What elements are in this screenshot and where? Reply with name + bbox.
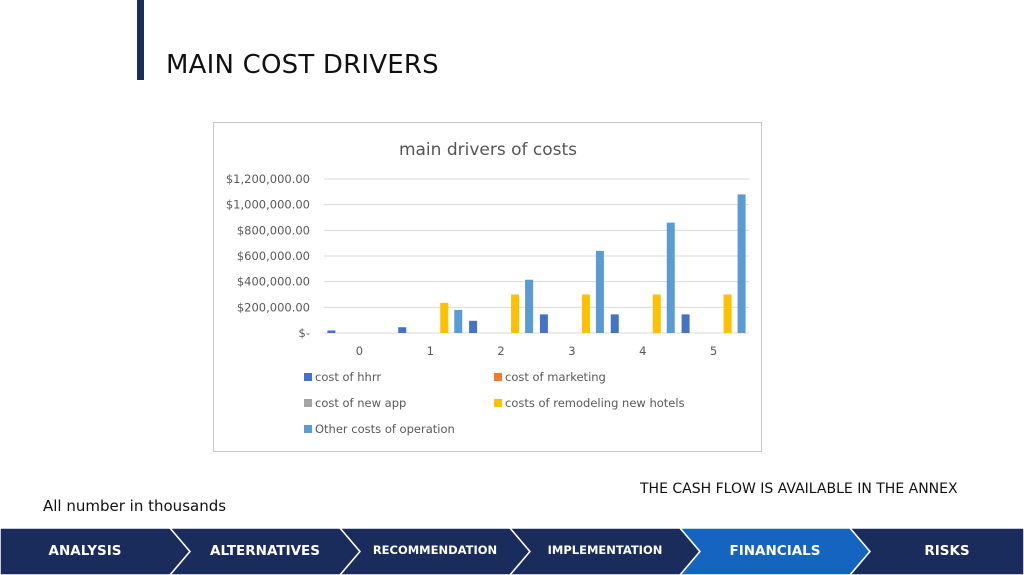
nav-tab-financials[interactable]: FINANCIALS: [729, 543, 821, 559]
nav-background: [0, 528, 1024, 575]
y-tick-label: $400,000.00: [237, 275, 310, 289]
legend-swatch: [304, 373, 312, 381]
nav-tab-alternatives[interactable]: ALTERNATIVES: [210, 543, 320, 559]
legend-entry: cost of hhrr: [315, 370, 381, 384]
legend-entry: cost of marketing: [505, 370, 606, 384]
nav-chevron: [849, 528, 1024, 575]
chart-title: main drivers of costs: [399, 140, 577, 160]
y-tick-label: $1,000,000.00: [226, 198, 310, 212]
section-nav-bar: ANALYSIS ALTERNATIVES RECOMMENDATION IMPLEM…: [0, 528, 1024, 575]
bar: [595, 250, 604, 333]
chart-container: main drivers of costs $- $200,000.00 $400,0…: [213, 122, 762, 452]
bar: [581, 294, 590, 333]
bar: [511, 294, 520, 333]
y-tick-label: $800,000.00: [237, 223, 310, 237]
bar: [681, 314, 690, 333]
bar: [398, 327, 407, 333]
page-title: MAIN COST DRIVERS: [166, 50, 439, 80]
x-tick-label: 2: [497, 344, 504, 358]
legend-swatch: [304, 425, 312, 433]
bar: [539, 314, 548, 333]
annex-note: THE CASH FLOW IS AVAILABLE IN THE ANNEX: [640, 481, 958, 497]
legend-entry: cost of new app: [315, 396, 406, 410]
bar: [610, 314, 619, 333]
nav-chevron: [339, 528, 531, 575]
nav-tab-analysis[interactable]: ANALYSIS: [48, 543, 122, 559]
bar: [440, 302, 449, 333]
cost-drivers-chart: main drivers of costs $- $200,000.00 $400,0…: [226, 140, 749, 436]
bar: [737, 194, 746, 333]
legend-swatch: [304, 399, 312, 407]
x-tick-label: 3: [568, 344, 575, 358]
bar: [723, 294, 732, 333]
x-tick-label: 5: [710, 344, 717, 358]
y-tick-label: $-: [299, 326, 310, 340]
nav-chevron: [679, 528, 871, 575]
x-tick-label: 4: [639, 344, 646, 358]
nav-tab-risks[interactable]: RISKS: [924, 543, 970, 559]
bar: [652, 294, 661, 333]
nav-tab-recommendation[interactable]: RECOMMENDATION: [372, 543, 498, 557]
y-tick-label: $600,000.00: [237, 249, 310, 263]
nav-chevron: [169, 528, 361, 575]
y-tick-label: $200,000.00: [237, 300, 310, 314]
title-accent-bar: [137, 0, 144, 80]
bar: [525, 279, 534, 333]
legend-swatch: [494, 373, 502, 381]
x-tick-label: 1: [427, 344, 434, 358]
nav-chevron: [509, 528, 701, 575]
bar: [666, 222, 675, 333]
legend-entry: Other costs of operation: [315, 422, 455, 436]
legend-swatch: [494, 399, 502, 407]
bar: [454, 309, 463, 333]
units-note: All number in thousands: [43, 497, 227, 515]
bar: [327, 330, 336, 333]
x-tick-label: 0: [356, 344, 363, 358]
bar: [469, 320, 478, 333]
nav-tab-implementation[interactable]: IMPLEMENTATION: [547, 543, 663, 557]
y-tick-label: $1,200,000.00: [226, 172, 310, 186]
legend-entry: costs of remodeling new hotels: [505, 396, 685, 410]
